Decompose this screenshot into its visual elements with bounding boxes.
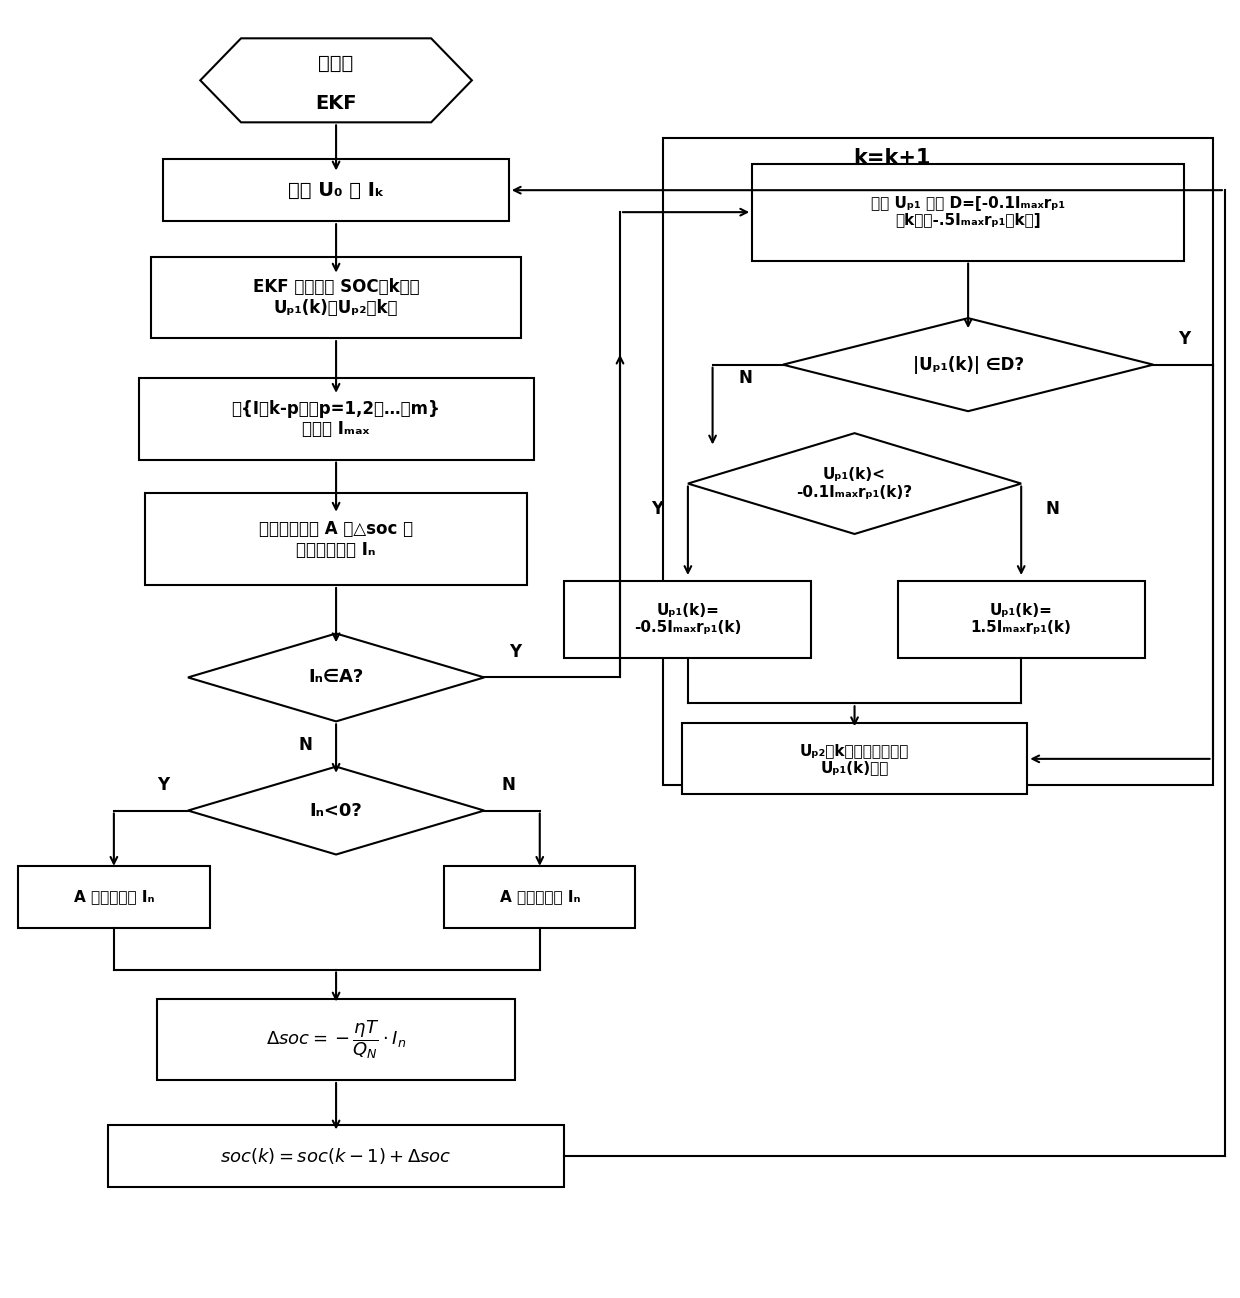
Text: N: N (299, 736, 312, 754)
Text: A 的上界赋值 Iₙ: A 的上界赋值 Iₙ (500, 889, 580, 905)
Text: 测量 U₀ 和 Iₖ: 测量 U₀ 和 Iₖ (288, 180, 384, 200)
Text: Uₚ₁(k)=
1.5Iₘₐₓrₚ₁(k): Uₚ₁(k)= 1.5Iₘₐₓrₚ₁(k) (971, 604, 1071, 636)
Polygon shape (188, 767, 484, 854)
FancyBboxPatch shape (682, 723, 1028, 794)
FancyBboxPatch shape (145, 493, 527, 585)
FancyBboxPatch shape (108, 1124, 564, 1186)
Text: 计算电流阈值 A 和△soc 对
应的理论电流 Iₙ: 计算电流阈值 A 和△soc 对 应的理论电流 Iₙ (259, 519, 413, 558)
FancyBboxPatch shape (753, 164, 1184, 261)
Text: N: N (502, 776, 516, 793)
Polygon shape (688, 434, 1022, 533)
FancyBboxPatch shape (19, 866, 210, 928)
Text: $\Delta soc=-\dfrac{\eta T}{Q_N}\cdot I_n$: $\Delta soc=-\dfrac{\eta T}{Q_N}\cdot I_… (265, 1018, 407, 1060)
Text: Uₚ₁(k)=
-0.5Iₘₐₓrₚ₁(k): Uₚ₁(k)= -0.5Iₘₐₓrₚ₁(k) (634, 604, 742, 636)
Text: 初始化: 初始化 (319, 55, 353, 73)
Text: EKF 算法估计 SOC（k），
Uₚ₁(k)，Uₚ₂（k）: EKF 算法估计 SOC（k）， Uₚ₁(k)，Uₚ₂（k） (253, 278, 419, 317)
FancyBboxPatch shape (164, 160, 508, 221)
Text: Y: Y (651, 501, 663, 518)
Polygon shape (782, 318, 1153, 411)
FancyBboxPatch shape (157, 998, 515, 1080)
Text: Y: Y (508, 643, 521, 661)
Polygon shape (201, 39, 472, 122)
Polygon shape (188, 633, 484, 722)
Text: Iₙ<0?: Iₙ<0? (310, 802, 362, 819)
Text: 从{I（k-p）｜p=1,2，…，m}
中选取 Iₘₐₓ: 从{I（k-p）｜p=1,2，…，m} 中选取 Iₘₐₓ (232, 400, 440, 439)
FancyBboxPatch shape (151, 257, 521, 339)
Text: 计算 Uₚ₁ 阈值 D=[-0.1Iₘₐₓrₚ₁
（k），-.5Iₘₐₓrₚ₁（k）]: 计算 Uₚ₁ 阈值 D=[-0.1Iₘₐₓrₚ₁ （k），-.5Iₘₐₓrₚ₁（… (870, 196, 1065, 228)
Text: Uₚ₁(k)<
-0.1Iₘₐₓrₚ₁(k)?: Uₚ₁(k)< -0.1Iₘₐₓrₚ₁(k)? (796, 467, 913, 500)
Text: N: N (739, 369, 753, 387)
Text: N: N (1045, 501, 1059, 518)
FancyBboxPatch shape (139, 378, 533, 459)
Text: $soc(k)=soc(k-1)+\Delta soc$: $soc(k)=soc(k-1)+\Delta soc$ (221, 1146, 451, 1166)
FancyBboxPatch shape (898, 580, 1145, 658)
Text: k=k+1: k=k+1 (853, 148, 930, 167)
Text: Iₙ∈A?: Iₙ∈A? (309, 668, 363, 687)
Text: |Uₚ₁(k)| ∈D?: |Uₚ₁(k)| ∈D? (913, 356, 1024, 374)
FancyBboxPatch shape (564, 580, 811, 658)
Text: Y: Y (157, 776, 170, 793)
Text: EKF: EKF (315, 93, 357, 113)
Text: Uₚ₂（k）的限制过程与
Uₚ₁(k)同理: Uₚ₂（k）的限制过程与 Uₚ₁(k)同理 (800, 742, 909, 775)
FancyBboxPatch shape (444, 866, 635, 928)
Text: A 的下界赋值 Iₙ: A 的下界赋值 Iₙ (73, 889, 154, 905)
Text: Y: Y (1178, 330, 1190, 348)
